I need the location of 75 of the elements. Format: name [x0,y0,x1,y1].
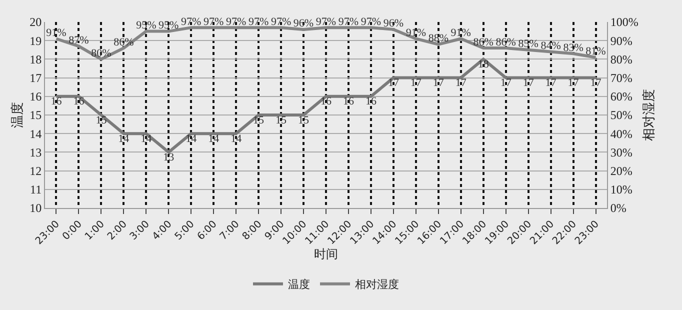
data-label: 81% [586,46,606,58]
y-tick-label: 11 [30,182,42,197]
data-label: 97% [204,16,224,28]
y2-tick-label: 60% [610,90,632,104]
y2-tick-label: 10% [610,182,632,197]
data-label: 96% [293,18,314,30]
data-label: 88% [428,32,448,45]
y-tick-label: 13 [30,145,42,160]
data-label: 14 [140,132,152,145]
data-label: 14 [208,132,220,145]
data-label: 15 [253,114,265,126]
data-label: 86% [496,36,516,48]
data-label: 97% [338,16,359,28]
data-label: 84% [540,40,561,52]
y-tick-label: 15 [30,108,42,122]
data-label: 16 [320,96,332,108]
data-label: 95% [136,20,156,32]
y2-tick-label: 20% [610,164,632,178]
y2-axis-title: 相对湿度 [641,89,657,141]
data-label: 91% [450,26,471,39]
data-label: 83% [563,42,584,54]
data-label: 97% [248,16,269,28]
data-label: 97% [360,16,382,28]
y-axis-title: 温度 [10,102,26,128]
y2-tick-label: 0% [610,201,626,216]
data-label: 17 [522,77,534,90]
data-label: 16 [365,96,377,108]
x-axis-title: 时间 [314,247,338,262]
y-tick-label: 16 [30,90,42,104]
data-label: 17 [500,77,512,90]
legend-label: 温度 [288,278,310,292]
legend-label: 相对湿度 [355,278,399,292]
data-label: 14 [186,132,198,145]
data-label: 17 [455,77,467,90]
data-label: 17 [410,77,422,90]
y-tick-label: 19 [30,34,42,48]
data-label: 16 [50,96,62,108]
y-tick-label: 20 [30,15,42,30]
data-label: 17 [432,77,444,90]
data-label: 14 [230,132,242,145]
y2-tick-label: 40% [610,126,632,141]
data-label: 17 [590,77,602,90]
y-tick-label: 17 [30,71,42,85]
y2-tick-label: 100% [610,15,638,30]
data-label: 96% [383,18,404,30]
data-label: 86% [114,36,134,48]
y2-tick-label: 50% [610,108,632,122]
data-label: 17 [545,77,557,90]
data-label: 15 [276,114,288,126]
data-label: 97% [270,16,292,28]
data-label: 15 [298,114,310,126]
data-label: 15 [96,114,108,126]
data-label: 95% [158,20,179,32]
y-tick-label: 10 [30,201,42,216]
data-label: 91% [406,26,426,39]
data-label: 97% [181,16,202,28]
data-label: 87% [68,34,89,46]
y-tick-label: 18 [30,52,42,66]
data-label: 97% [316,16,336,28]
y-tick-label: 14 [30,126,42,141]
data-label: 14 [118,132,130,145]
data-label: 17 [388,77,400,90]
y-tick-label: 12 [30,164,42,178]
y2-tick-label: 80% [610,52,632,66]
y2-tick-label: 30% [610,145,632,160]
data-label: 17 [568,77,580,90]
data-label: 85% [518,38,538,50]
data-label: 86% [473,36,494,48]
data-label: 13 [163,151,175,164]
y2-tick-label: 70% [610,71,632,85]
y2-tick-label: 90% [610,34,632,48]
data-label: 16 [342,96,354,108]
data-label: 80% [91,47,112,60]
data-label: 97% [226,16,246,28]
data-label: 91% [46,26,66,39]
